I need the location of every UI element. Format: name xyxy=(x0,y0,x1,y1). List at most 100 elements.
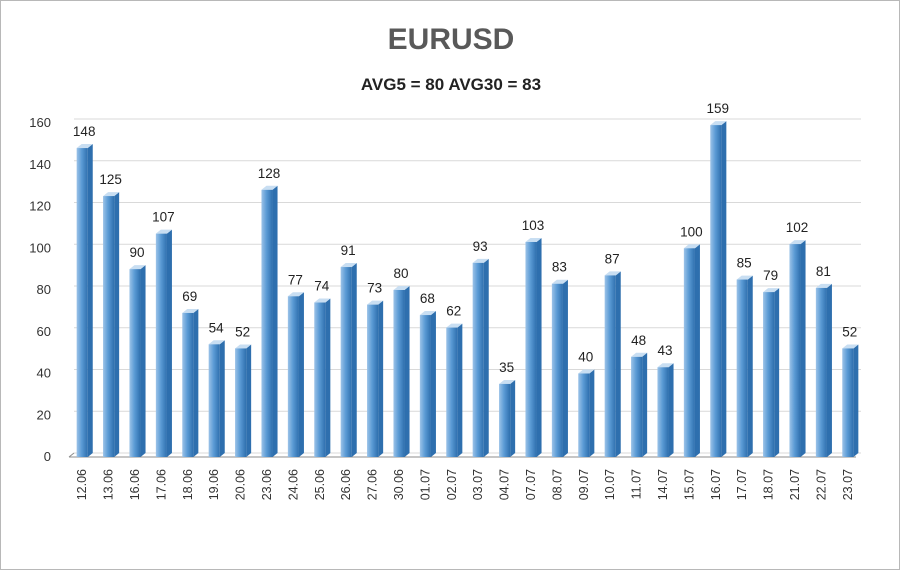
x-tick-label: 01.07 xyxy=(418,469,432,500)
data-label: 79 xyxy=(763,268,778,283)
bar xyxy=(736,275,753,457)
data-label: 35 xyxy=(499,360,514,375)
y-tick-label: 80 xyxy=(37,282,51,297)
x-tick-label: 15.07 xyxy=(682,469,696,500)
x-tick-label: 11.07 xyxy=(630,469,644,499)
bar-side xyxy=(351,263,357,457)
data-label: 148 xyxy=(73,124,96,139)
bar-top xyxy=(446,323,463,328)
bar-front xyxy=(340,267,352,457)
chart-title: EURUSD xyxy=(387,23,515,56)
bar-front xyxy=(287,296,299,457)
x-tick-label: 27.06 xyxy=(366,469,380,500)
data-label: 102 xyxy=(786,220,809,235)
bar-side xyxy=(114,192,120,457)
bar-side xyxy=(694,244,700,457)
y-tick-label: 60 xyxy=(37,324,51,339)
bar xyxy=(446,323,463,457)
bar-front xyxy=(763,292,775,457)
data-label: 68 xyxy=(420,291,435,306)
x-tick-label: 12.06 xyxy=(75,469,89,500)
bar-front xyxy=(525,241,537,457)
bar-top xyxy=(631,352,648,357)
bar-front xyxy=(604,275,616,457)
data-label: 128 xyxy=(258,166,281,181)
bar xyxy=(815,283,832,457)
bar-side xyxy=(430,311,436,457)
x-tick-label: 18.07 xyxy=(762,469,776,500)
data-label: 80 xyxy=(393,266,408,281)
bar xyxy=(631,352,648,457)
bar-top xyxy=(129,265,146,270)
bar xyxy=(314,298,331,457)
gridlines xyxy=(68,118,861,458)
x-tick-label: 26.06 xyxy=(339,469,353,500)
bar-front xyxy=(261,189,273,458)
bar-side xyxy=(562,279,568,457)
x-tick-label: 09.07 xyxy=(577,469,591,500)
bar xyxy=(129,265,146,457)
bar xyxy=(208,340,225,457)
bar-side xyxy=(140,265,146,457)
bar-side xyxy=(483,258,489,457)
bar-side xyxy=(589,369,595,457)
bar-top xyxy=(710,121,727,126)
bar-top xyxy=(103,192,120,197)
bar-top xyxy=(499,379,516,384)
data-label: 74 xyxy=(314,279,330,294)
bar-top xyxy=(287,292,304,297)
bar xyxy=(261,185,278,458)
data-label: 81 xyxy=(816,264,831,279)
x-tick-label: 08.07 xyxy=(550,469,564,500)
bar-top xyxy=(419,311,436,316)
bar xyxy=(340,263,357,457)
x-tick-label: 14.07 xyxy=(656,469,670,500)
bar-side xyxy=(774,288,780,457)
bar-top xyxy=(155,229,172,234)
bar-side xyxy=(219,340,225,457)
data-label: 91 xyxy=(341,243,356,258)
bar-side xyxy=(615,271,621,457)
bar-front xyxy=(815,287,827,457)
bar-front xyxy=(367,304,379,457)
data-label: 62 xyxy=(446,304,461,319)
bar-top xyxy=(393,286,410,290)
axis-depth-line xyxy=(68,452,75,458)
bar xyxy=(235,344,252,457)
bar-side xyxy=(166,229,172,457)
bar-top xyxy=(208,340,225,345)
data-label: 90 xyxy=(129,245,144,260)
bar-front xyxy=(314,302,326,457)
bar-top xyxy=(578,369,595,374)
x-tick-label: 02.07 xyxy=(445,469,459,500)
bar xyxy=(287,292,304,457)
bar-side xyxy=(87,144,93,458)
bar-side xyxy=(800,240,806,457)
x-tick-label: 10.07 xyxy=(603,469,617,500)
bar xyxy=(789,240,806,457)
bar-side xyxy=(378,300,384,457)
bar-front xyxy=(578,373,590,457)
bar xyxy=(525,237,542,457)
x-tick-label: 03.07 xyxy=(471,469,485,500)
bar-top xyxy=(340,263,357,268)
bar xyxy=(683,244,700,457)
data-label: 103 xyxy=(522,218,545,233)
data-label: 48 xyxy=(631,333,646,348)
bar xyxy=(472,258,489,457)
bar-side xyxy=(510,379,516,457)
bar-top xyxy=(235,344,252,349)
bar xyxy=(103,192,120,457)
data-label: 52 xyxy=(235,324,250,339)
bar xyxy=(842,344,859,457)
bar-front xyxy=(631,356,643,457)
x-tick-label: 21.07 xyxy=(788,469,802,500)
bar-top xyxy=(551,279,568,284)
data-label: 125 xyxy=(99,172,122,187)
bar-front xyxy=(393,290,405,457)
x-tick-label: 07.07 xyxy=(524,469,538,500)
bar xyxy=(578,369,595,457)
bar-side xyxy=(325,298,331,457)
